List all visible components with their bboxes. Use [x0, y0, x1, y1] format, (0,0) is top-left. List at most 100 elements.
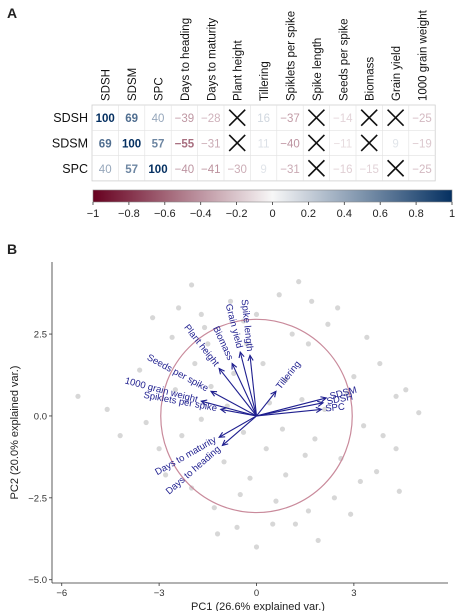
arrow-head: [320, 396, 328, 403]
data-point: [331, 495, 337, 501]
cell-value: −11: [333, 138, 352, 150]
arrow-head: [238, 350, 245, 359]
loading-arrow-days-to-heading: [222, 415, 257, 446]
column-label-sdsh: SDSH: [101, 69, 113, 101]
loading-arrow-spiklets-per-spike: [220, 408, 257, 417]
y-tick-label: 0.0: [34, 411, 47, 422]
column-label-days-to-heading: Days to heading: [180, 18, 192, 101]
data-point: [188, 485, 195, 491]
y-axis-label: PC2 (20.0% explained var.): [9, 366, 21, 500]
cell-value: 57: [125, 164, 138, 176]
cell-value: −37: [280, 113, 300, 125]
data-point: [234, 524, 240, 530]
data-point: [137, 367, 143, 373]
column-label-grain-yield: Grain yield: [391, 46, 403, 101]
cell-value: −16: [333, 164, 353, 176]
column-label-sdsm: SDSM: [127, 68, 139, 101]
data-point: [143, 419, 149, 426]
colorbar-tick-label: −0.4: [190, 208, 212, 220]
correlation-circle: [160, 318, 353, 514]
cell-value: 11: [258, 138, 270, 150]
arrow-head: [218, 431, 226, 438]
colorbar-tick-label: 0.6: [373, 208, 388, 220]
cell-value: 69: [125, 113, 138, 125]
arrow-head: [315, 406, 323, 414]
loading-arrow-spike-length: [249, 355, 258, 417]
data-point: [302, 452, 308, 458]
data-point: [175, 305, 182, 311]
data-point: [188, 282, 195, 288]
arrow-head: [317, 400, 325, 407]
cell-value: 9: [392, 138, 398, 150]
data-point: [75, 393, 81, 399]
cross-mark: [307, 109, 325, 127]
column-label-biomass: Biomass: [365, 57, 377, 101]
data-point: [273, 498, 279, 504]
colorbar-tick-label: 0.8: [408, 208, 423, 220]
column-label-plant-height: Plant height: [233, 39, 245, 101]
column-label-spiklets-per-spike: Spiklets per spike: [286, 11, 298, 101]
data-point: [289, 331, 295, 337]
y-tick-label: 2.5: [34, 330, 47, 341]
data-point: [104, 406, 110, 412]
cell-value: −15: [359, 164, 379, 176]
cell-value: 57: [152, 138, 165, 150]
colorbar-tick-label: 0: [269, 208, 275, 220]
data-point: [221, 459, 227, 465]
data-point: [351, 374, 357, 380]
cell-value: −25: [412, 164, 432, 176]
data-point: [253, 311, 260, 318]
data-point: [315, 537, 321, 544]
cross-mark: [228, 134, 246, 152]
cell-value: 100: [148, 164, 167, 176]
x-tick-label: 3: [351, 588, 356, 599]
column-label-spike-length: Spike length: [312, 38, 324, 101]
arrow-head: [218, 367, 225, 375]
loading-arrow-tillering: [256, 391, 277, 417]
loading-arrow-sdsm: [256, 397, 327, 417]
colorbar-tick-label: −0.8: [118, 208, 140, 220]
data-point: [253, 544, 260, 550]
y-tick-label: −5.0: [28, 575, 47, 586]
data-point: [240, 429, 247, 435]
heatmap-grid: [91, 104, 436, 182]
arrow-head: [270, 390, 277, 398]
data-point: [208, 383, 214, 390]
cell-value: −25: [412, 113, 432, 125]
loading-label-spc: SPC: [325, 402, 346, 415]
data-point: [169, 334, 175, 340]
loading-arrow-sdsh: [256, 402, 324, 417]
column-label-spc: SPC: [154, 77, 166, 101]
data-point: [231, 370, 237, 376]
data-point: [403, 387, 409, 393]
data-point: [380, 433, 386, 439]
cross-mark: [307, 159, 325, 177]
cross-mark: [387, 159, 405, 177]
cross-mark: [307, 134, 325, 152]
loading-arrow-seeds-per-spike: [210, 390, 257, 417]
y-tick-label: −2.5: [28, 493, 47, 504]
data-point: [393, 393, 399, 399]
cell-value: −41: [201, 164, 221, 176]
data-point: [156, 446, 162, 452]
data-point: [309, 298, 315, 304]
data-point: [279, 426, 286, 432]
arrow-head: [219, 407, 227, 414]
data-point: [377, 360, 383, 367]
colorbar-tick-label: −0.6: [154, 208, 176, 220]
data-point: [244, 341, 250, 347]
data-point: [198, 416, 204, 422]
arrow-head: [247, 354, 254, 362]
cell-value: −14: [333, 113, 353, 125]
data-point: [335, 305, 341, 311]
data-point: [396, 488, 402, 494]
data-point: [305, 508, 312, 514]
data-point: [214, 531, 221, 537]
cell-value: −28: [201, 113, 221, 125]
colorbar-tick-label: −1: [87, 208, 100, 220]
colorbar-tick-label: −0.2: [226, 208, 248, 220]
data-point: [192, 360, 198, 367]
colorbar-tick-label: 0.2: [301, 208, 316, 220]
x-tick-label: −6: [56, 588, 67, 599]
